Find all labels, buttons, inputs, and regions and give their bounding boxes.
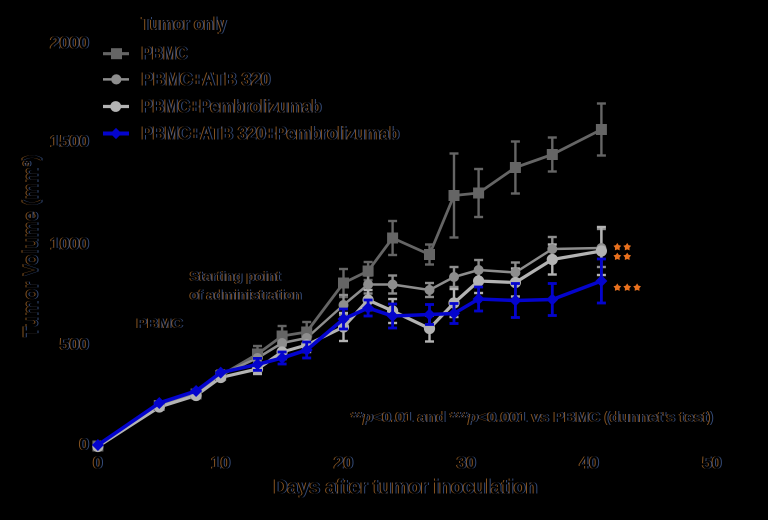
svg-text:0: 0 [94, 453, 104, 473]
svg-text:PBMC: PBMC [143, 44, 189, 64]
svg-text:40: 40 [578, 453, 598, 473]
svg-text:Days after tumor inoculation: Days after tumor inoculation [275, 477, 539, 499]
svg-text:500: 500 [61, 334, 90, 354]
svg-text:PBMC: PBMC [136, 315, 183, 331]
svg-text:PBMC+Pembrolizumab: PBMC+Pembrolizumab [142, 97, 322, 117]
svg-text:1000: 1000 [49, 233, 88, 253]
svg-text:20: 20 [334, 453, 354, 473]
svg-text:40: 40 [579, 453, 599, 473]
svg-text:0: 0 [92, 453, 102, 473]
svg-text:Starting point: Starting point [189, 268, 280, 284]
svg-text:50: 50 [702, 453, 722, 473]
svg-text:**p<0.01 and ***p<0.001 vs PBM: **p<0.01 and *** p<0.001 vs PBMC (dunnet'… [352, 410, 714, 426]
svg-text:Days after tumor inoculation: Days after tumor inoculation [274, 477, 538, 499]
svg-text:50: 50 [703, 453, 723, 473]
svg-text:Days after tumor inoculation: Days after tumor inoculation [273, 477, 537, 499]
svg-text:2000: 2000 [51, 33, 90, 53]
svg-text:Tumor Volume (mm³): Tumor Volume (mm³) [20, 155, 42, 338]
svg-text:0: 0 [80, 434, 90, 454]
svg-text:500: 500 [59, 334, 88, 354]
svg-text:PBMC+ATB 320: PBMC+ATB 320 [141, 69, 270, 89]
svg-text:40: 40 [580, 453, 600, 473]
svg-text:Tumor only: Tumor only [142, 14, 227, 34]
svg-text:Tumor only: Tumor only [143, 14, 228, 34]
svg-text:50: 50 [701, 453, 721, 473]
svg-text:1000: 1000 [50, 233, 89, 253]
svg-text:PBMC: PBMC [141, 44, 187, 64]
svg-text:PBMC+ATB 320+Pembrolizumab: PBMC+ATB 320+Pembrolizumab [142, 124, 400, 144]
svg-text:0: 0 [93, 453, 103, 473]
svg-text:of administration: of administration [190, 287, 302, 303]
svg-text:20: 20 [333, 453, 353, 473]
svg-text:PBMC: PBMC [142, 44, 188, 64]
svg-text:30: 30 [457, 453, 477, 473]
svg-text:Tumor Volume (mm³): Tumor Volume (mm³) [21, 155, 43, 338]
svg-text:30: 30 [458, 453, 478, 473]
svg-text:of administration: of administration [191, 287, 303, 303]
svg-text:Tumor Volume (mm³): Tumor Volume (mm³) [22, 155, 44, 338]
svg-text:PBMC+ATB 320: PBMC+ATB 320 [143, 69, 272, 89]
svg-text:0: 0 [78, 434, 88, 454]
svg-text:of administration: of administration [189, 287, 301, 303]
svg-text:10: 10 [210, 453, 230, 473]
svg-text:2000: 2000 [50, 33, 89, 53]
svg-text:**p<0.01 and ***p<0.001 vs PBM: **p<0.01 and *** p<0.001 vs PBMC (dunnet'… [351, 410, 713, 426]
svg-text:Starting point: Starting point [190, 268, 281, 284]
svg-text:500: 500 [60, 334, 89, 354]
svg-text:Starting point: Starting point [191, 268, 282, 284]
svg-text:20: 20 [335, 453, 355, 473]
svg-text:1500: 1500 [51, 131, 90, 151]
svg-text:30: 30 [456, 453, 476, 473]
svg-text:**p<0.01 and ***p<0.001 vs PBM: **p<0.01 and *** p<0.001 vs PBMC (dunnet'… [350, 410, 712, 426]
svg-text:PBMC: PBMC [135, 315, 182, 331]
svg-text:PBMC+ATB 320+Pembrolizumab: PBMC+ATB 320+Pembrolizumab [143, 124, 401, 144]
svg-text:PBMC: PBMC [137, 315, 184, 331]
svg-text:10: 10 [212, 453, 232, 473]
svg-text:PBMC+Pembrolizumab: PBMC+Pembrolizumab [141, 97, 321, 117]
svg-text:1500: 1500 [49, 131, 88, 151]
svg-text:PBMC+ATB 320: PBMC+ATB 320 [142, 69, 271, 89]
svg-text:0: 0 [79, 434, 89, 454]
svg-text:PBMC+ATB 320+Pembrolizumab: PBMC+ATB 320+Pembrolizumab [141, 124, 399, 144]
svg-text:1000: 1000 [51, 233, 90, 253]
svg-text:2000: 2000 [49, 33, 88, 53]
svg-text:PBMC+Pembrolizumab: PBMC+Pembrolizumab [143, 97, 323, 117]
svg-text:1500: 1500 [50, 131, 89, 151]
svg-text:Tumor only: Tumor only [141, 14, 226, 34]
svg-text:10: 10 [211, 453, 231, 473]
